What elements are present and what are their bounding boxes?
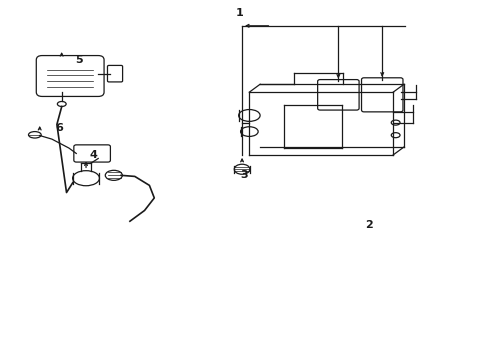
Ellipse shape — [390, 133, 399, 138]
Text: 1: 1 — [235, 8, 243, 18]
Ellipse shape — [28, 132, 41, 138]
Ellipse shape — [234, 164, 249, 174]
Ellipse shape — [238, 109, 260, 121]
Ellipse shape — [57, 102, 66, 107]
Ellipse shape — [240, 127, 258, 136]
FancyBboxPatch shape — [74, 145, 110, 162]
Text: 4: 4 — [89, 150, 97, 160]
Text: 5: 5 — [75, 55, 82, 65]
FancyBboxPatch shape — [107, 66, 122, 82]
FancyBboxPatch shape — [317, 80, 358, 110]
Text: 6: 6 — [55, 123, 63, 133]
Ellipse shape — [73, 171, 99, 186]
FancyBboxPatch shape — [361, 78, 402, 112]
FancyBboxPatch shape — [36, 55, 104, 96]
Text: 3: 3 — [240, 170, 248, 180]
Ellipse shape — [105, 170, 122, 180]
Text: 2: 2 — [364, 220, 372, 230]
Ellipse shape — [390, 120, 399, 125]
